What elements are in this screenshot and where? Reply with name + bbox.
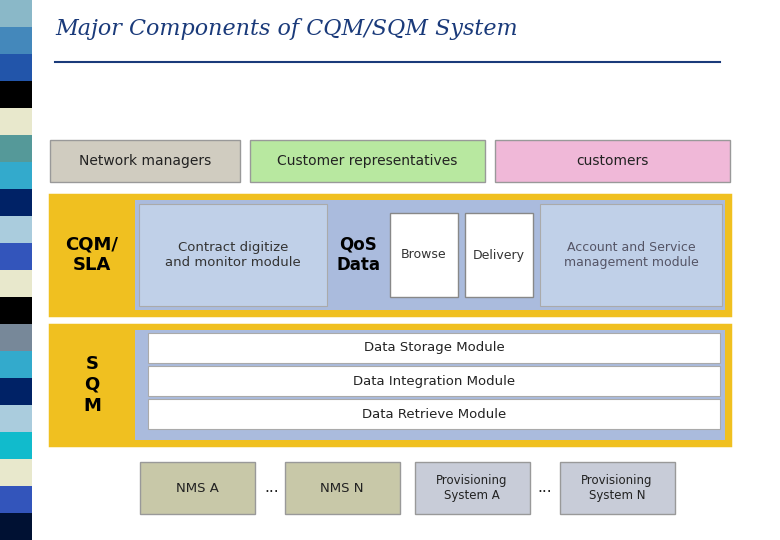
Bar [0, 108, 32, 135]
Bar [50, 195, 730, 315]
Bar [140, 462, 255, 514]
Text: Provisioning
System N: Provisioning System N [581, 474, 653, 502]
Bar [0, 0, 32, 27]
Bar [0, 81, 32, 108]
Bar [250, 140, 485, 182]
Bar [0, 135, 32, 162]
Bar [0, 297, 32, 324]
Bar [465, 213, 533, 297]
Text: CQM/
SLA: CQM/ SLA [66, 235, 119, 274]
Bar [135, 330, 725, 440]
Bar [0, 486, 32, 513]
Bar [0, 432, 32, 459]
Bar [139, 204, 327, 306]
Bar [540, 204, 722, 306]
Bar [53, 328, 131, 442]
Text: Data Integration Module: Data Integration Module [353, 375, 515, 388]
Text: Account and Service
management module: Account and Service management module [564, 241, 698, 269]
Text: Browse: Browse [401, 248, 447, 261]
Bar [0, 243, 32, 270]
Bar [0, 216, 32, 243]
Text: customers: customers [576, 154, 648, 168]
Bar [495, 140, 730, 182]
Text: Data Retrieve Module: Data Retrieve Module [362, 408, 506, 421]
Bar [0, 189, 32, 216]
Bar [0, 351, 32, 378]
Bar [50, 325, 730, 445]
Bar [0, 27, 32, 54]
Text: Customer representatives: Customer representatives [277, 154, 457, 168]
Bar [148, 333, 720, 363]
Text: NMS N: NMS N [321, 482, 363, 495]
Text: Data Storage Module: Data Storage Module [363, 341, 505, 354]
Bar [50, 140, 240, 182]
Text: ...: ... [537, 481, 552, 496]
Bar [390, 213, 458, 297]
Bar [285, 462, 400, 514]
Bar [560, 462, 675, 514]
Text: Contract digitize
and monitor module: Contract digitize and monitor module [165, 241, 301, 269]
Text: S
Q
M: S Q M [83, 355, 101, 415]
Bar [0, 54, 32, 81]
Bar [0, 459, 32, 486]
Bar [0, 270, 32, 297]
Bar [148, 399, 720, 429]
Bar [0, 513, 32, 540]
Text: Major Components of CQM/SQM System: Major Components of CQM/SQM System [55, 18, 518, 40]
Bar [0, 405, 32, 432]
Text: ...: ... [264, 481, 279, 496]
Bar [148, 366, 720, 396]
Bar [135, 200, 725, 310]
Bar [0, 324, 32, 351]
Text: Delivery: Delivery [473, 248, 525, 261]
Text: Network managers: Network managers [79, 154, 211, 168]
Text: NMS A: NMS A [176, 482, 218, 495]
Bar [0, 162, 32, 189]
Bar [0, 378, 32, 405]
Text: QoS
Data: QoS Data [336, 235, 380, 274]
Bar [415, 462, 530, 514]
Text: Provisioning
System A: Provisioning System A [436, 474, 508, 502]
Bar [53, 198, 131, 312]
